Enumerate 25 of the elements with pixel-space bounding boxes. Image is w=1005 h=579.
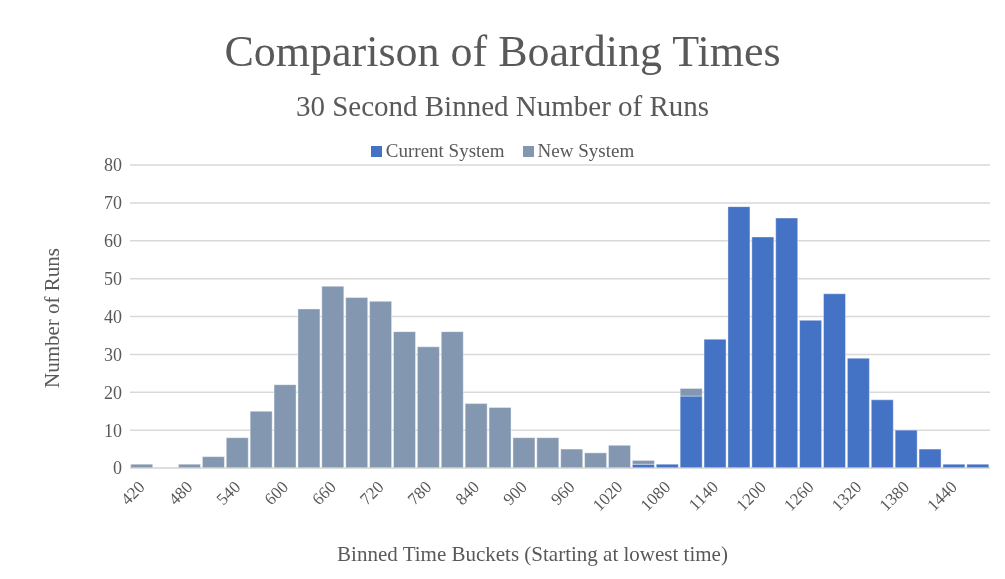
y-tick-label: 60 [104, 231, 122, 252]
x-tick-label: 780 [403, 477, 436, 509]
y-tick-label: 20 [104, 382, 122, 403]
y-tick-label: 30 [104, 344, 122, 365]
y-tick-label: 0 [113, 458, 122, 479]
x-tick-label: 480 [164, 477, 197, 509]
y-tick-label: 50 [104, 269, 122, 290]
y-tick-label: 40 [104, 306, 122, 327]
y-tick-label: 10 [104, 420, 122, 441]
x-tick-label: 960 [547, 477, 579, 509]
x-tick-label: 720 [356, 477, 388, 509]
x-axis-title: Binned Time Buckets (Starting at lowest time) [336, 542, 729, 567]
x-tick-label: 600 [260, 477, 292, 509]
x-tick-label: 840 [451, 477, 484, 509]
x-tick-label: 540 [212, 477, 245, 509]
chart-subtitle: 30 Second Binned Number of Runs [294, 90, 711, 123]
x-tick-label: 420 [117, 477, 149, 509]
legend-label: New System [536, 140, 635, 162]
chart-title: Comparison of Boarding Times [223, 26, 782, 77]
y-tick-label: 70 [104, 193, 122, 214]
y-axis-title: Number of Runs [39, 248, 65, 388]
x-tick-label: 900 [499, 477, 531, 509]
legend-label: Current System [384, 140, 505, 162]
x-tick-label: 660 [308, 477, 340, 509]
y-tick-label: 80 [104, 155, 122, 176]
